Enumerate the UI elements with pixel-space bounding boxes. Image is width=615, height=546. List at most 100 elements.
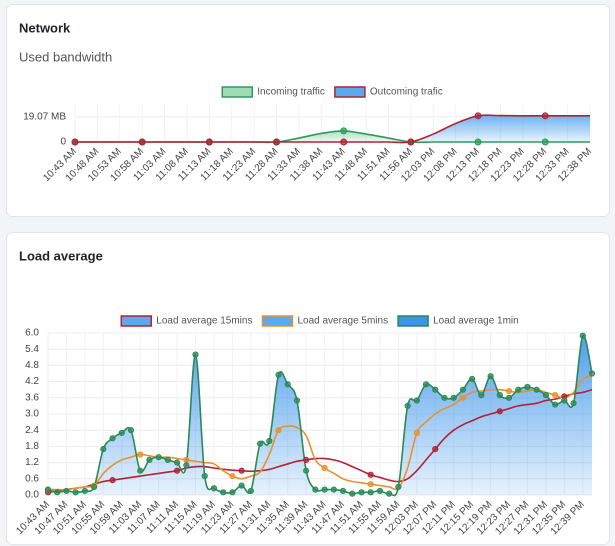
data-point (413, 429, 420, 436)
data-point (450, 394, 457, 401)
data-point (229, 473, 236, 480)
data-point (515, 386, 522, 393)
data-point (164, 456, 171, 463)
card-subtitle: Used bandwidth (19, 49, 112, 64)
data-point (303, 467, 310, 474)
data-point (63, 487, 70, 495)
data-point (432, 446, 439, 453)
data-point (273, 138, 281, 146)
data-point (109, 477, 116, 484)
data-point (238, 467, 245, 474)
data-point (256, 440, 264, 447)
y-tick-label: 0.0 (25, 490, 39, 501)
data-point (220, 489, 227, 496)
data-point (303, 456, 310, 463)
data-point (340, 127, 348, 135)
data-point (367, 481, 374, 488)
data-point (339, 487, 347, 495)
data-point (474, 112, 482, 120)
data-point (238, 482, 245, 489)
data-point (293, 397, 301, 404)
data-point (44, 486, 52, 493)
legend: Load average 15mins Load average 5mins Loa… (120, 315, 519, 327)
data-point (109, 435, 116, 442)
series-area (48, 335, 592, 496)
y-tick-label: 0 (60, 137, 66, 148)
data-point (496, 408, 503, 415)
y-tick-label: 0.6 (25, 473, 39, 484)
legend-swatch (120, 315, 153, 327)
data-point (183, 456, 190, 463)
data-point (561, 397, 568, 404)
data-point (205, 138, 213, 146)
data-point (588, 370, 596, 377)
data-point (533, 386, 540, 393)
data-point (321, 486, 328, 493)
y-tick-label: 1.2 (25, 457, 39, 468)
data-point (173, 467, 181, 474)
data-point (579, 332, 586, 339)
data-point (312, 486, 319, 493)
data-point (376, 487, 384, 495)
y-tick-label: 4.8 (25, 360, 39, 371)
data-point (487, 373, 494, 380)
data-point (459, 386, 467, 393)
data-point (367, 471, 374, 478)
data-point (155, 454, 162, 461)
data-point (91, 483, 98, 490)
data-point (441, 394, 448, 401)
y-tick-label: 1.8 (25, 441, 39, 452)
data-point (404, 402, 411, 409)
y-tick-label: 4.2 (25, 376, 39, 387)
data-point (552, 392, 559, 399)
data-point (541, 112, 549, 120)
y-tick-label: 6.0 (25, 328, 39, 339)
card-title: Network (19, 20, 71, 35)
data-point (349, 490, 356, 497)
data-point (459, 394, 467, 401)
data-point (266, 437, 273, 445)
legend-swatch (261, 315, 294, 327)
data-point (474, 138, 482, 146)
data-point (127, 427, 135, 434)
data-point (71, 138, 79, 146)
data-point (505, 394, 513, 401)
data-point (542, 392, 549, 399)
legend: Incoming traffic Outcoming trafic (221, 86, 443, 98)
data-point (386, 490, 393, 497)
data-point (505, 387, 513, 395)
data-point (183, 462, 190, 469)
data-point (138, 138, 146, 146)
data-point (54, 489, 61, 496)
data-point (570, 400, 577, 407)
data-point (321, 464, 328, 472)
legend-label: Load average 1min (433, 316, 519, 327)
data-point (81, 487, 88, 495)
data-point (478, 392, 485, 399)
data-point (275, 427, 282, 434)
data-point (407, 138, 415, 146)
data-point (192, 351, 199, 358)
data-point (358, 489, 365, 496)
y-tick-label: 3.0 (25, 409, 39, 420)
data-point (72, 489, 79, 496)
data-point (146, 456, 153, 463)
card-title: Load average (19, 248, 103, 263)
legend-label: Outcoming trafic (370, 87, 443, 98)
legend-swatch (397, 315, 429, 327)
data-point (284, 381, 291, 388)
data-point (247, 487, 254, 495)
data-point (173, 459, 181, 466)
data-point (541, 138, 549, 146)
data-point (422, 381, 430, 388)
data-point (229, 489, 236, 496)
y-tick-label: 19.07 MB (23, 111, 66, 122)
legend-label: Load average 5mins (297, 316, 388, 327)
y-tick-label: 2.4 (25, 425, 39, 436)
y-tick-label: 3.6 (25, 392, 39, 403)
data-point (330, 486, 337, 493)
data-point (432, 386, 439, 393)
legend-swatch (221, 86, 254, 98)
legend-label: Incoming traffic (257, 87, 325, 98)
data-point (552, 401, 559, 408)
